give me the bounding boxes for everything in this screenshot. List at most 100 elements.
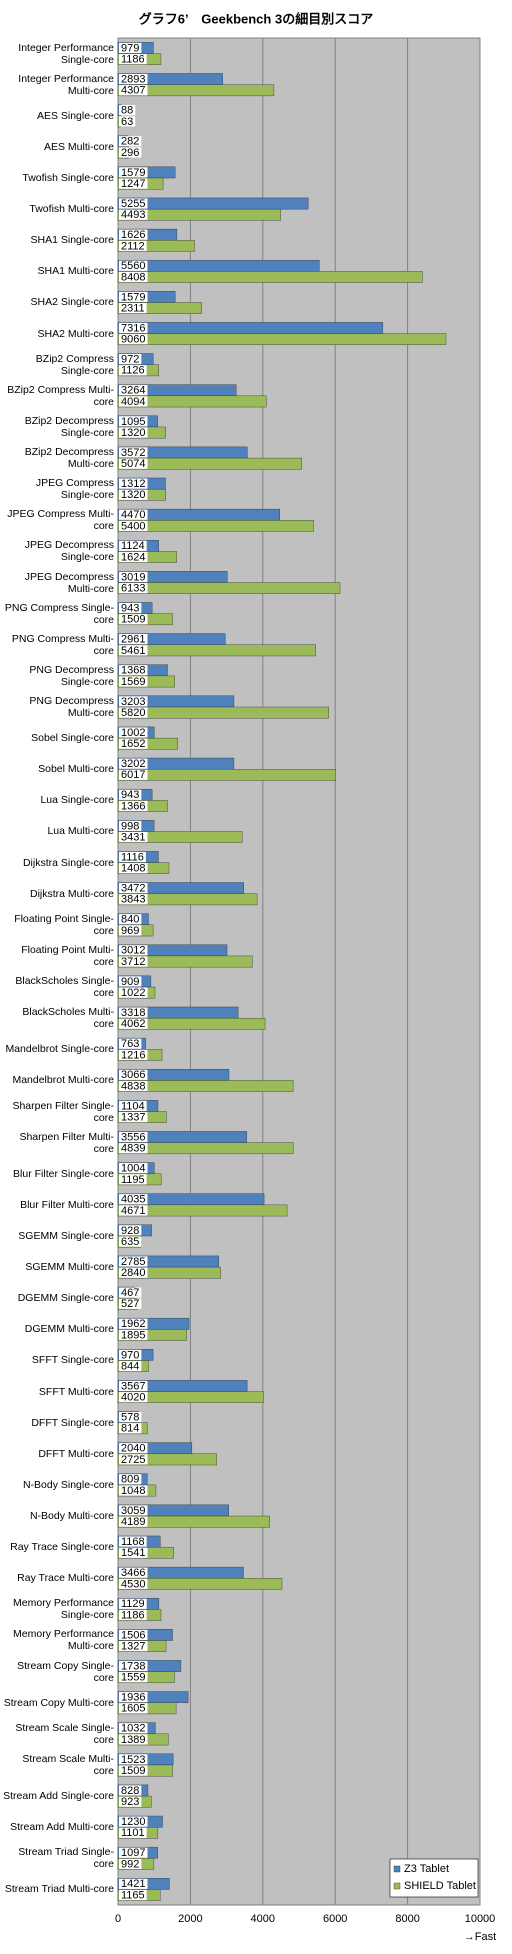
value-label-bg (119, 136, 142, 147)
value-label: 923 (121, 1796, 139, 1808)
x-axis-label: →Fast (464, 1931, 496, 1943)
value-label-bg (119, 73, 148, 85)
y-tick-label: Memory Performance Multi-core (13, 1628, 114, 1653)
y-tick-label: N-Body Multi-core (29, 1510, 114, 1523)
value-label-bg (119, 614, 148, 625)
value-label: 1569 (121, 676, 145, 688)
value-label-bg (119, 851, 146, 863)
value-label-bg (119, 894, 148, 905)
value-label-bg (119, 260, 148, 271)
value-label-bg (119, 1225, 142, 1236)
y-tick-label: Twofish Multi-core (29, 203, 114, 216)
value-label: 1124 (121, 540, 145, 552)
value-label: 1230 (121, 1816, 145, 1828)
x-tick-label: 6000 (323, 1913, 347, 1925)
value-label-bg (119, 800, 148, 812)
value-label: 527 (121, 1298, 139, 1310)
value-label-bg (119, 1256, 148, 1267)
y-tick-label: N-Body Single-core (22, 1478, 114, 1491)
value-label: 1523 (121, 1754, 145, 1766)
value-label: 1101 (121, 1827, 145, 1839)
value-label: 4035 (121, 1194, 145, 1206)
value-label-bg (119, 634, 148, 645)
value-label: 5255 (121, 198, 145, 210)
value-label-bg (119, 198, 148, 209)
y-tick-label: SGEMM Single-core (18, 1229, 114, 1242)
y-tick-label: Blur Filter Single-core (13, 1167, 114, 1180)
y-tick-label: BZip2 Compress Multi-core (7, 383, 114, 408)
value-label-bg (119, 1847, 148, 1858)
value-label: 998 (121, 820, 139, 832)
y-tick-label: Integer Performance Multi-core (18, 72, 114, 97)
value-label: 1048 (121, 1485, 145, 1497)
value-label: 1509 (121, 1765, 145, 1777)
legend-swatch (393, 1865, 401, 1873)
value-label-bg (119, 1349, 142, 1360)
value-label: 1247 (121, 178, 145, 190)
value-label: 282 (121, 136, 139, 148)
y-tick-label: Stream Scale Single-core (15, 1721, 114, 1746)
value-label-bg (119, 1547, 148, 1558)
value-label: 1962 (121, 1318, 145, 1330)
y-tick-label: DFFT Multi-core (38, 1447, 114, 1460)
value-label-bg (119, 676, 148, 687)
value-label: 1216 (121, 1049, 145, 1061)
value-label: 1126 (121, 365, 145, 377)
value-label-bg (119, 976, 142, 987)
legend-label: SHIELD Tablet (404, 1880, 476, 1892)
value-label: 943 (121, 602, 139, 614)
value-label-bg (119, 758, 148, 769)
value-label-bg (119, 1411, 142, 1423)
value-label: 1165 (121, 1889, 145, 1901)
value-label: 1168 (121, 1536, 145, 1548)
value-label: 5560 (121, 260, 145, 272)
bar (117, 302, 202, 314)
y-tick-label: JPEG Decompress Single-core (24, 539, 114, 564)
value-label: 88 (121, 105, 133, 117)
bar (117, 84, 275, 97)
value-label: 3059 (121, 1505, 145, 1517)
value-label-bg (119, 1598, 147, 1609)
y-tick-label: Lua Multi-core (47, 825, 114, 838)
value-label-bg (119, 1785, 142, 1796)
value-label-bg (119, 1516, 148, 1527)
value-label-bg (119, 1069, 148, 1080)
bar (117, 240, 195, 252)
value-label-bg (119, 509, 148, 520)
y-tick-label: Stream Triad Multi-core (4, 1883, 114, 1896)
value-label-bg (119, 302, 147, 314)
y-tick-label: AES Multi-core (43, 140, 114, 153)
value-label-bg (119, 322, 148, 334)
value-label: 3264 (121, 385, 145, 397)
y-tick-label: SHA1 Single-core (30, 234, 114, 247)
value-label: 992 (121, 1858, 139, 1870)
value-label-bg (119, 1703, 148, 1714)
bar (117, 1142, 294, 1155)
value-label: 1421 (121, 1878, 145, 1890)
value-label: 3466 (121, 1567, 145, 1579)
value-label: 467 (121, 1287, 139, 1299)
y-tick-label: Twofish Single-core (22, 172, 114, 184)
value-label: 1389 (121, 1734, 145, 1746)
value-label-bg (119, 1174, 147, 1185)
value-label-bg (119, 707, 148, 718)
bar (117, 769, 337, 781)
value-label-bg (119, 602, 142, 614)
value-label: 1032 (121, 1723, 145, 1735)
value-label-bg (119, 1205, 148, 1216)
value-label-bg (119, 1298, 142, 1309)
value-label: 4839 (121, 1143, 145, 1155)
value-label-bg (119, 1765, 148, 1776)
bar (117, 1266, 222, 1279)
value-label: 4838 (121, 1080, 145, 1092)
value-label-bg (119, 665, 148, 676)
value-label-bg (119, 427, 148, 438)
value-label: 1652 (121, 738, 145, 750)
value-label: 4530 (121, 1578, 145, 1590)
value-label-bg (119, 1131, 148, 1143)
value-label-bg (119, 1796, 142, 1807)
value-label: 5074 (121, 458, 145, 470)
bar (117, 520, 314, 532)
value-label: 1738 (121, 1660, 145, 1672)
value-label-bg (119, 1100, 147, 1112)
